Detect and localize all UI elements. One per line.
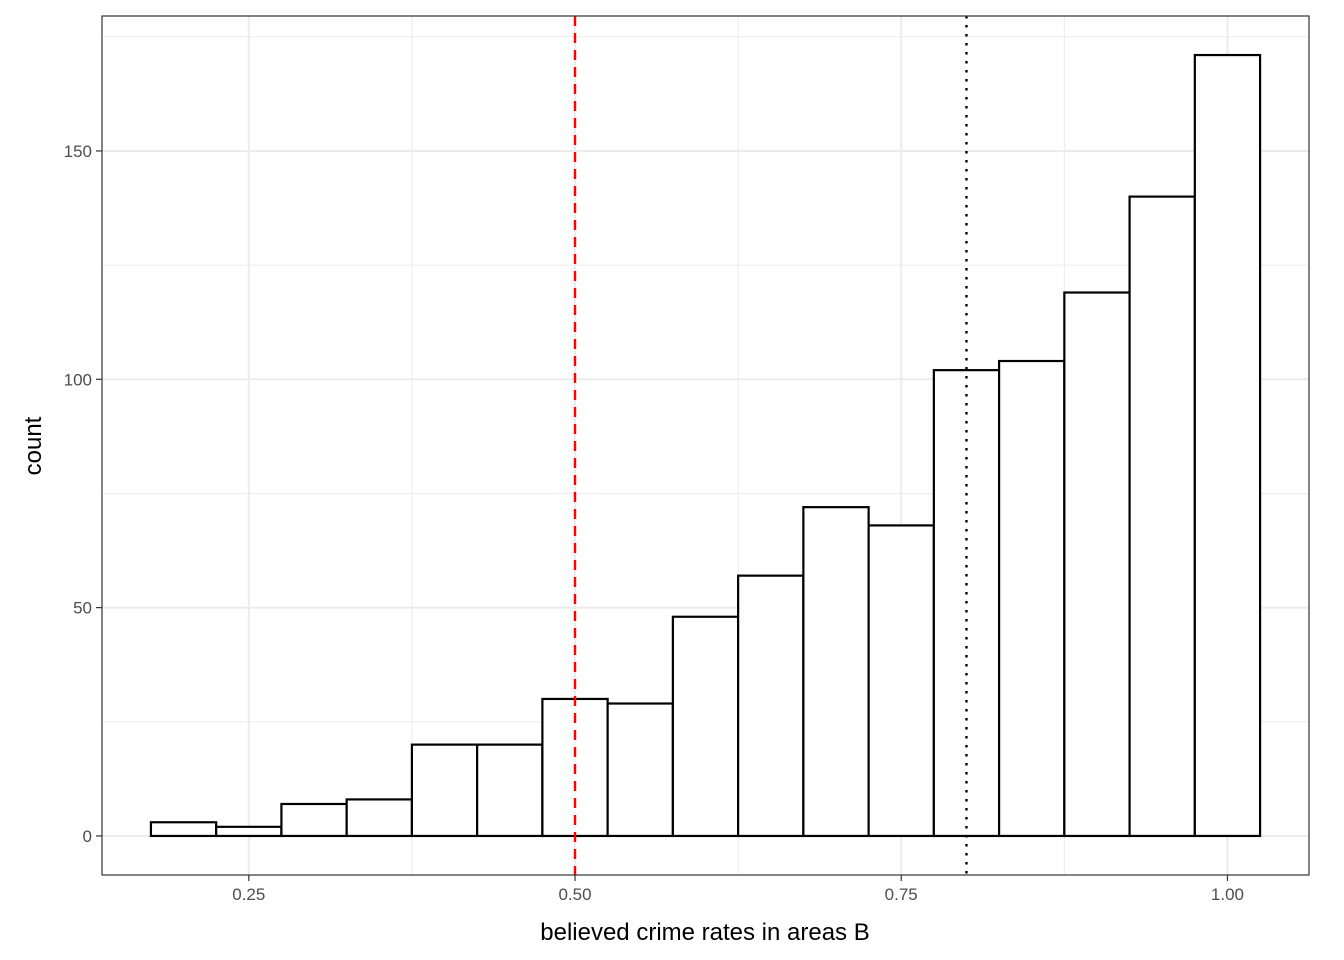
y-tick-label: 0 [83,827,92,846]
x-axis: 0.25 0.50 0.75 1.00 [232,875,1244,904]
x-tick-label: 0.25 [232,885,265,904]
x-tick-label: 0.75 [885,885,918,904]
histogram-bar [997,359,1066,838]
histogram-bar [410,743,479,838]
y-tick-label: 100 [64,370,92,389]
plot-border [101,15,1310,876]
x-tick-label: 1.00 [1211,885,1244,904]
histogram-bar [737,574,805,838]
histogram-bar [345,798,414,838]
y-axis-title: count [20,416,47,475]
histogram-bar [1063,291,1131,838]
histogram-bar [606,702,674,838]
y-axis: 0 50 100 150 [64,142,102,846]
x-tick-label: 0.50 [558,885,591,904]
histogram-bar [149,821,218,838]
y-tick-label: 50 [73,599,92,618]
y-tick-label: 150 [64,142,92,161]
histogram-bar [671,615,740,838]
histogram-bar [280,802,348,838]
histogram-bar [215,825,283,838]
histogram-bar [802,506,870,838]
histogram-bar [476,743,544,838]
x-axis-title: believed crime rates in areas B [540,919,869,946]
reference-lines [573,16,968,875]
histogram-bars [149,53,1262,838]
histogram-bar [867,524,935,838]
histogram-bar [1193,53,1262,838]
histogram-bar [1128,195,1196,838]
